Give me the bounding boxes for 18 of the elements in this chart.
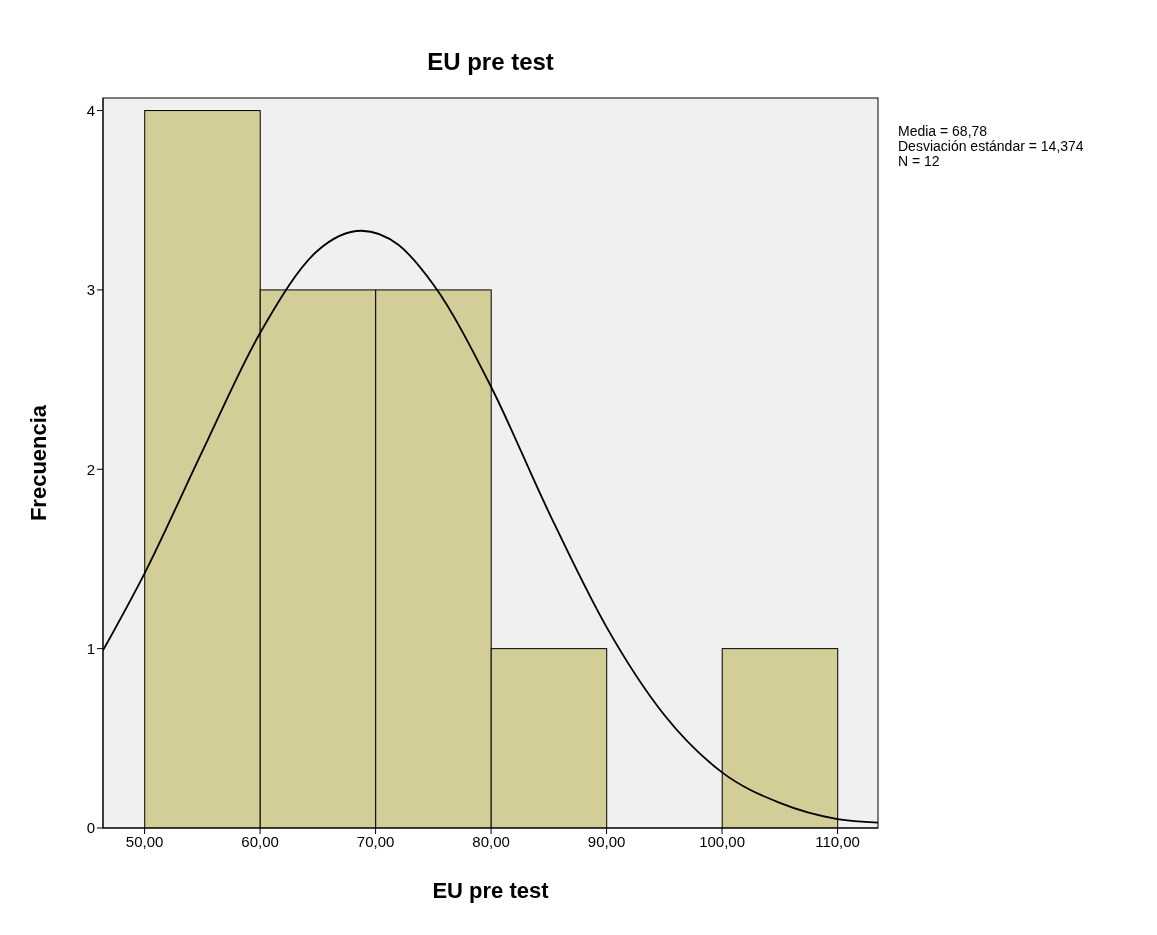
x-tick-label: 60,00 [241,832,279,850]
x-tick-label: 70,00 [356,832,395,850]
x-tick-label: 90,00 [587,832,626,850]
y-tick-label: 3 [86,281,95,299]
x-tick-label: 100,00 [699,832,746,850]
y-tick-label: 2 [86,460,95,478]
text: Desviación estándar = 14,374 [898,138,1084,154]
x-tick-label: 50,00 [125,832,164,850]
x-axis-title: EU pre test [432,878,550,903]
text: N = 12 [898,153,941,169]
y-tick-label: 0 [86,819,95,837]
x-tick-label: 110,00 [815,832,860,850]
chart-title: EU pre test [426,48,555,76]
x-tick-label: 80,00 [472,832,510,850]
y-axis-title: Frecuencia [25,404,51,522]
y-tick-label: 4 [86,101,95,119]
text: Media = 68,78 [898,123,989,139]
y-tick-label: 1 [86,639,95,657]
